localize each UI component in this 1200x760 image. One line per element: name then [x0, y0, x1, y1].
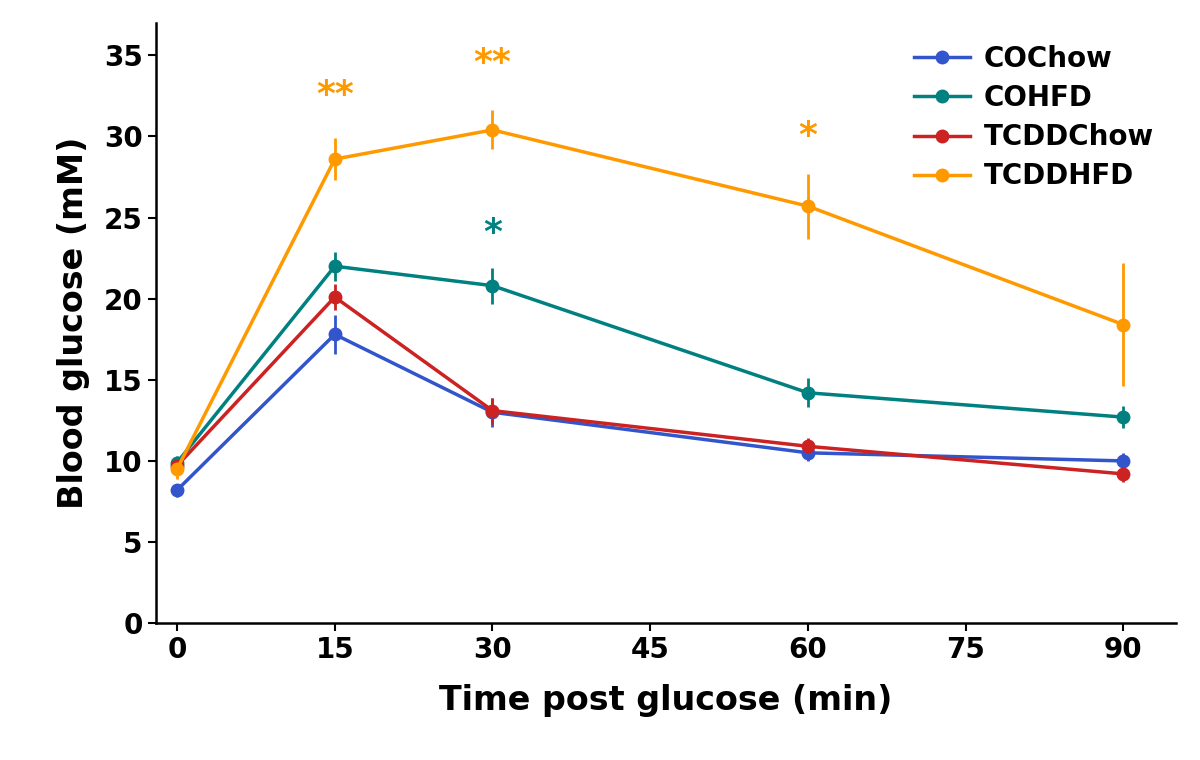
- Text: **: **: [316, 78, 354, 112]
- Text: *: *: [484, 216, 502, 250]
- Text: *: *: [798, 119, 817, 153]
- Text: **: **: [474, 46, 511, 80]
- X-axis label: Time post glucose (min): Time post glucose (min): [439, 684, 893, 717]
- Y-axis label: Blood glucose (mM): Blood glucose (mM): [58, 137, 90, 509]
- Legend: COChow, COHFD, TCDDChow, TCDDHFD: COChow, COHFD, TCDDChow, TCDDHFD: [906, 36, 1162, 198]
